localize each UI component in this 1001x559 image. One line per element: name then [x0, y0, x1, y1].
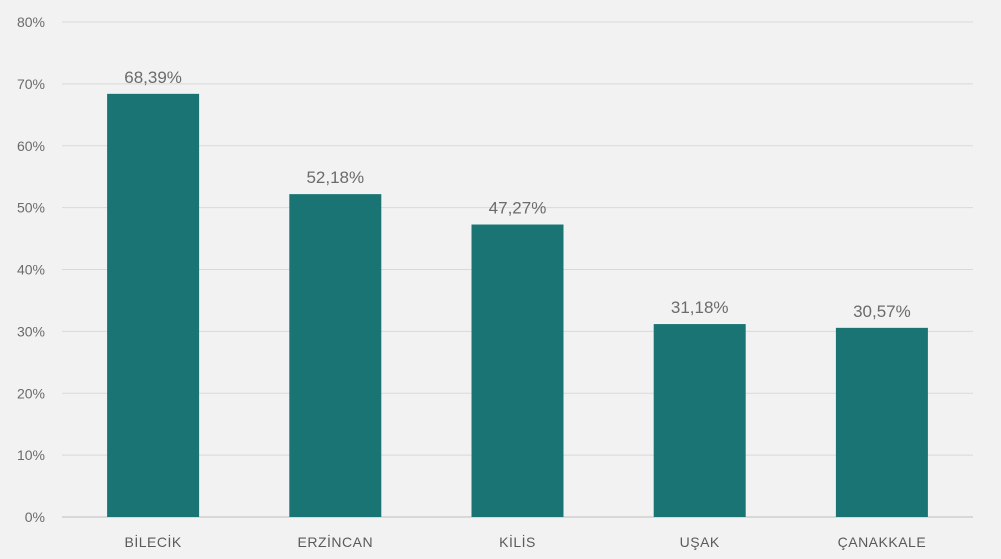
y-tick-label: 50%: [17, 200, 45, 216]
data-label: 30,57%: [853, 302, 911, 321]
y-tick-label: 70%: [17, 76, 45, 92]
category-label: UŞAK: [680, 534, 720, 550]
category-label: ERZİNCAN: [298, 533, 374, 550]
bar: [289, 194, 382, 518]
bars: [107, 93, 928, 518]
y-tick-label: 30%: [17, 323, 45, 339]
category-label: BİLECİK: [124, 533, 181, 550]
bar: [471, 224, 564, 517]
y-tick-label: 40%: [17, 262, 45, 278]
bar: [107, 93, 200, 517]
category-label: KİLİS: [499, 533, 536, 550]
y-tick-label: 60%: [17, 138, 45, 154]
data-label: 68,39%: [124, 68, 182, 87]
y-tick-label: 20%: [17, 385, 45, 401]
y-tick-label: 80%: [17, 14, 45, 30]
category-label: ÇANAKKALE: [838, 534, 927, 550]
data-label: 31,18%: [671, 298, 729, 317]
bar: [835, 327, 928, 517]
y-tick-label: 0%: [25, 509, 45, 525]
y-axis-ticks: 0% 10% 20% 30% 40% 50% 60% 70% 80%: [17, 14, 45, 525]
x-axis-labels: BİLECİK ERZİNCAN KİLİS UŞAK ÇANAKKALE: [124, 533, 927, 550]
data-label: 47,27%: [489, 199, 547, 218]
y-tick-label: 10%: [17, 447, 45, 463]
data-labels: 68,39% 52,18% 47,27% 31,18% 30,57%: [124, 68, 910, 321]
data-label: 52,18%: [306, 168, 364, 187]
bar: [653, 324, 746, 517]
